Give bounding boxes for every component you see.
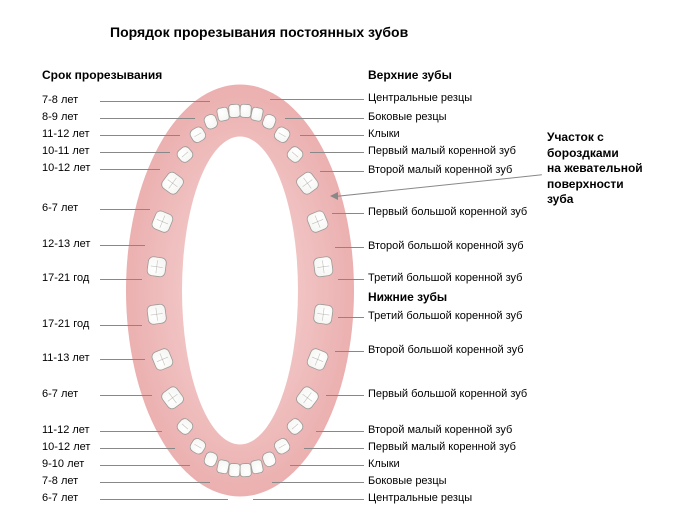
eruption-age-label: 6-7 лет: [42, 388, 78, 400]
tooth-name-label: Третий большой коренной зуб: [368, 272, 522, 284]
leader-line: [100, 482, 210, 483]
leader-line: [100, 325, 142, 326]
annotation-line: на жевательной: [547, 161, 643, 177]
leader-line: [100, 135, 180, 136]
tooth-name-label: Второй большой коренной зуб: [368, 344, 524, 356]
leader-line: [310, 152, 364, 153]
dental-arch-svg: [124, 78, 356, 503]
eruption-age-label: 10-12 лет: [42, 441, 90, 453]
leader-line: [335, 351, 364, 352]
leader-line: [100, 499, 228, 500]
annotation-arrow: [335, 174, 542, 197]
leader-line: [338, 317, 364, 318]
tooth-name-label: Клыки: [368, 128, 400, 140]
heading-lower-teeth: Нижние зубы: [368, 290, 447, 304]
annotation-line: зуба: [547, 192, 643, 208]
leader-line: [100, 465, 190, 466]
tooth-name-label: Центральные резцы: [368, 492, 472, 504]
tooth-name-label: Боковые резцы: [368, 111, 447, 123]
tooth-name-label: Центральные резцы: [368, 92, 472, 104]
annotation-line: Участок с: [547, 130, 643, 146]
tooth-name-label: Боковые резцы: [368, 475, 447, 487]
eruption-age-label: 6-7 лет: [42, 202, 78, 214]
leader-line: [100, 169, 160, 170]
tooth-name-label: Второй малый коренной зуб: [368, 164, 512, 176]
annotation-line: бороздками: [547, 146, 643, 162]
leader-line: [338, 279, 364, 280]
heading-upper-teeth: Верхние зубы: [368, 68, 452, 82]
eruption-age-label: 11-12 лет: [42, 424, 90, 436]
leader-line: [335, 247, 364, 248]
eruption-age-label: 10-11 лет: [42, 145, 90, 157]
tooth-name-label: Третий большой коренной зуб: [368, 310, 522, 322]
eruption-age-label: 17-21 год: [42, 272, 89, 284]
eruption-age-label: 11-13 лет: [42, 352, 90, 364]
tooth-name-label: Клыки: [368, 458, 400, 470]
eruption-age-label: 12-13 лет: [42, 238, 90, 250]
eruption-age-label: 6-7 лет: [42, 492, 78, 504]
leader-line: [332, 213, 364, 214]
eruption-age-label: 7-8 лет: [42, 94, 78, 106]
leader-line: [300, 135, 364, 136]
tooth-name-label: Первый большой коренной зуб: [368, 388, 527, 400]
leader-line: [100, 279, 142, 280]
diagram-container: Порядок прорезывания постоянных зубов Ср…: [0, 0, 700, 518]
leader-line: [326, 395, 364, 396]
leader-line: [270, 99, 364, 100]
tooth-name-label: Второй малый коренной зуб: [368, 424, 512, 436]
eruption-age-label: 10-12 лет: [42, 162, 90, 174]
page-title: Порядок прорезывания постоянных зубов: [110, 24, 408, 40]
leader-line: [100, 448, 175, 449]
leader-line: [304, 448, 364, 449]
leader-line: [100, 209, 150, 210]
leader-line: [100, 245, 145, 246]
leader-line: [285, 118, 364, 119]
tooth-name-label: Первый малый коренной зуб: [368, 441, 516, 453]
leader-line: [100, 395, 152, 396]
leader-line: [253, 499, 364, 500]
leader-line: [100, 359, 145, 360]
eruption-age-label: 9-10 лет: [42, 458, 84, 470]
annotation-arrowhead: [330, 192, 338, 200]
leader-line: [100, 101, 210, 102]
leader-line: [100, 431, 162, 432]
leader-line: [316, 431, 364, 432]
leader-line: [320, 171, 364, 172]
leader-line: [100, 152, 170, 153]
tooth-name-label: Первый малый коренной зуб: [368, 145, 516, 157]
leader-line: [100, 118, 195, 119]
eruption-age-label: 7-8 лет: [42, 475, 78, 487]
eruption-age-label: 8-9 лет: [42, 111, 78, 123]
groove-annotation: Участок с бороздками на жевательной пове…: [547, 130, 643, 208]
eruption-age-label: 17-21 год: [42, 318, 89, 330]
eruption-age-label: 11-12 лет: [42, 128, 90, 140]
tooth-name-label: Первый большой коренной зуб: [368, 206, 527, 218]
tooth-name-label: Второй большой коренной зуб: [368, 240, 524, 252]
leader-line: [272, 482, 364, 483]
leader-line: [290, 465, 364, 466]
annotation-line: поверхности: [547, 177, 643, 193]
